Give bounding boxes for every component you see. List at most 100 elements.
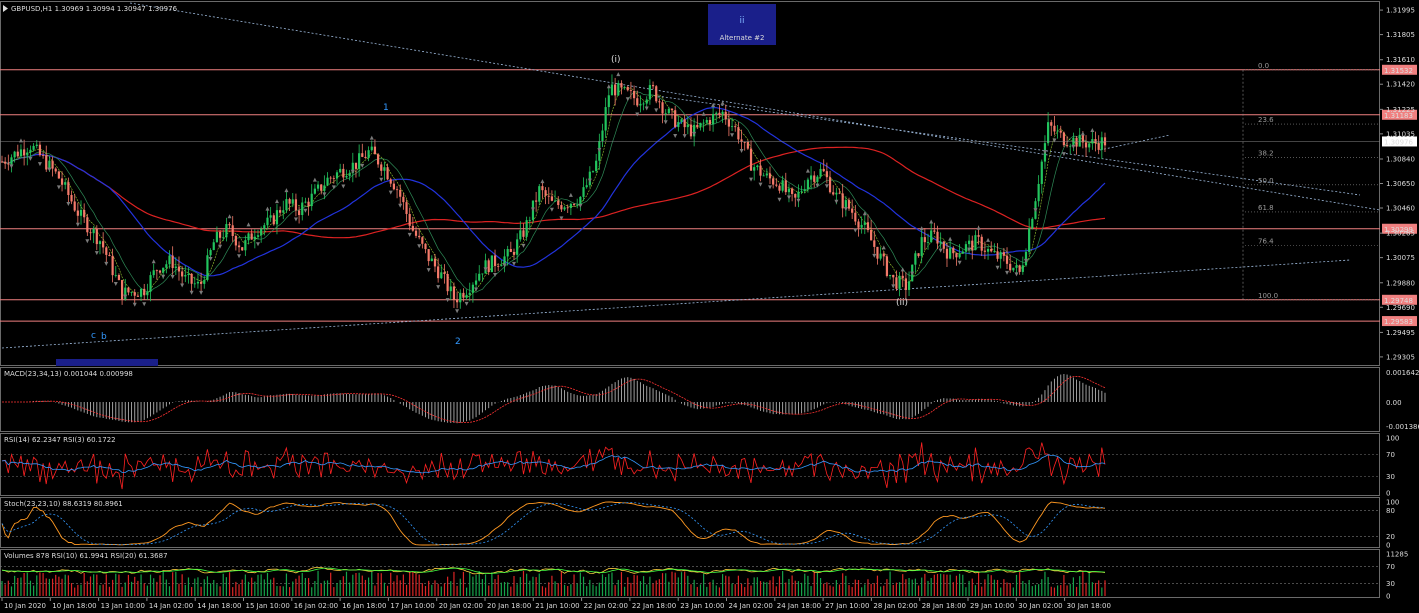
fractal-arrow-icon	[284, 188, 289, 193]
mid-trendline	[649, 94, 1361, 196]
candle-body	[253, 236, 256, 240]
time-tick-label: 23 Jan 10:00	[680, 602, 724, 610]
candle-body	[41, 155, 45, 156]
candle-body	[114, 274, 117, 276]
stoch-tick-label: 80	[1386, 507, 1395, 515]
current-price-tag	[1382, 136, 1417, 147]
candle-body	[171, 255, 174, 269]
fractal-arrow-icon	[113, 281, 118, 286]
candle-body	[402, 196, 405, 203]
candle-body	[149, 275, 152, 292]
candle-body	[563, 207, 566, 210]
candle-body	[139, 288, 143, 297]
fractal-arrow-icon	[891, 284, 896, 289]
candle-body	[1015, 265, 1018, 268]
fractal-arrow-icon	[132, 302, 137, 307]
selection-highlight-box[interactable]	[56, 359, 158, 366]
candle-body	[1047, 122, 1050, 144]
candle-body	[996, 251, 999, 259]
candle-body	[949, 247, 952, 259]
candle-body	[841, 193, 844, 209]
symbol-ohlc-label: GBPUSD,H1 1.30969 1.30994 1.30947 1.3097…	[11, 5, 178, 13]
fractal-arrow-icon	[341, 184, 346, 189]
volume-rsi20-line	[1, 567, 1106, 574]
candle-body	[870, 230, 873, 241]
candle-body	[16, 151, 19, 157]
candle-body	[313, 188, 316, 194]
candle-body	[162, 267, 165, 273]
candle-body	[541, 186, 544, 191]
candle-body	[516, 239, 519, 255]
rsi-tick-label: 100	[1386, 435, 1399, 443]
candle-body	[89, 232, 92, 234]
fibonacci-retracement[interactable]: 0.0 23.6 38.2 50.0 61.8 76.4 100.0	[1242, 62, 1380, 301]
candle-body	[999, 252, 1002, 259]
candle-body	[813, 175, 816, 182]
candle-body	[323, 185, 326, 191]
price-tick-label: 1.30840	[1386, 156, 1415, 164]
macd-tick-label: 0.00	[1386, 399, 1402, 407]
time-tick-label: 10 Jan 18:00	[52, 602, 96, 610]
candle-body	[854, 212, 857, 222]
candle-body	[383, 167, 386, 171]
fractal-arrow-icon	[749, 177, 754, 182]
candle-body	[658, 101, 661, 103]
candle-body	[588, 171, 591, 186]
candle-body	[993, 251, 996, 253]
candle-body	[863, 222, 866, 225]
trendlines[interactable]	[1, 2, 1381, 349]
fractal-arrow-icon	[530, 207, 535, 212]
fractal-arrow-icon	[815, 183, 820, 188]
fractal-arrow-icon	[123, 294, 128, 299]
stoch-panel-frame	[0, 497, 1380, 548]
fractal-arrow-icon	[730, 133, 735, 138]
price-tick-label: 1.31995	[1386, 7, 1415, 15]
candle-body	[222, 237, 225, 239]
fractal-arrow-icon	[360, 163, 365, 168]
candle-body	[247, 233, 250, 241]
candle-body	[983, 250, 987, 252]
fractal-arrow-icon	[938, 248, 943, 253]
horizontal-levels[interactable]: 1.31532 1.31183 1.30299 1.29748 1.29583	[0, 64, 1417, 327]
candle-body	[4, 161, 7, 164]
fractal-arrow-icon	[37, 162, 42, 167]
candle-body	[538, 186, 541, 202]
candle-body	[414, 230, 418, 236]
fractal-arrow-icon	[767, 185, 772, 190]
price-tick-label: 1.31610	[1386, 56, 1415, 64]
alternate-count-box[interactable]: ii Alternate #2	[708, 4, 776, 45]
candle-body	[920, 237, 923, 257]
price-tick-label: 1.31035	[1386, 130, 1415, 138]
fractal-arrow-icon	[474, 287, 479, 292]
candle-body	[572, 203, 576, 205]
candle-body	[844, 200, 847, 209]
candle-body	[342, 168, 345, 178]
candle-body	[260, 228, 263, 236]
fractal-arrow-icon	[549, 207, 554, 212]
level-price-tag-text: 1.31183	[1384, 112, 1413, 120]
candle-body	[339, 168, 342, 173]
fractal-arrow-icon	[929, 219, 934, 224]
candle-body	[968, 240, 971, 245]
fractal-arrow-icon	[227, 214, 232, 219]
fractal-arrow-icon	[701, 111, 706, 116]
fractal-arrow-icon	[388, 190, 393, 195]
macd-panel: 0.001642 0.00 -0.001386	[2, 369, 1419, 431]
fractal-arrow-icon	[986, 237, 991, 242]
candle-body	[787, 188, 791, 193]
macd-panel-frame	[0, 367, 1380, 432]
candle-body	[168, 255, 171, 265]
candle-body	[734, 126, 737, 128]
fractal-arrow-icon	[597, 148, 602, 153]
price-tick-label: 1.29690	[1386, 304, 1415, 312]
level-price-tag	[1382, 64, 1417, 75]
candle-body	[1059, 130, 1062, 133]
candle-body	[626, 86, 629, 91]
time-tick-label: 16 Jan 18:00	[342, 602, 386, 610]
fractal-arrow-icon	[208, 257, 213, 262]
time-tick-label: 15 Jan 10:00	[246, 602, 290, 610]
candle-body	[124, 287, 127, 300]
candle-body	[629, 90, 633, 92]
